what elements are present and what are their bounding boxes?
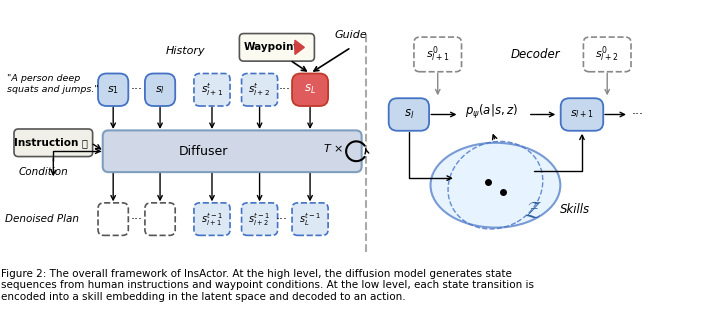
Text: ···: ···: [279, 83, 291, 96]
Text: Skills: Skills: [560, 203, 590, 216]
Text: $s^0_{l+1}$: $s^0_{l+1}$: [426, 44, 450, 64]
Text: Waypoint: Waypoint: [243, 42, 299, 52]
FancyBboxPatch shape: [560, 98, 603, 131]
Text: ···: ···: [631, 108, 644, 121]
FancyBboxPatch shape: [389, 98, 429, 131]
Text: $s^{t-1}_{L}$: $s^{t-1}_{L}$: [299, 211, 321, 228]
Text: $s_L$: $s_L$: [304, 83, 316, 96]
Text: $s_l$: $s_l$: [404, 108, 414, 121]
Text: Guide: Guide: [334, 30, 368, 40]
FancyBboxPatch shape: [103, 130, 362, 172]
Text: $s^0_{l+2}$: $s^0_{l+2}$: [595, 44, 619, 64]
Text: Decoder: Decoder: [510, 48, 560, 61]
Text: $s^{t-1}_{l+2}$: $s^{t-1}_{l+2}$: [248, 211, 271, 228]
FancyBboxPatch shape: [98, 73, 128, 106]
FancyBboxPatch shape: [98, 203, 128, 235]
Text: $s^t_{l+1}$: $s^t_{l+1}$: [201, 81, 223, 98]
Text: $p_\psi(a|s,z)$: $p_\psi(a|s,z)$: [466, 103, 518, 121]
FancyBboxPatch shape: [194, 73, 230, 106]
FancyBboxPatch shape: [14, 129, 93, 156]
Polygon shape: [295, 40, 304, 54]
FancyBboxPatch shape: [584, 37, 631, 72]
FancyBboxPatch shape: [145, 203, 175, 235]
Text: ···: ···: [275, 213, 287, 225]
FancyBboxPatch shape: [145, 73, 175, 106]
Text: History: History: [166, 46, 205, 56]
Text: $s_l$: $s_l$: [155, 84, 165, 96]
Text: $s^t_{l+2}$: $s^t_{l+2}$: [248, 81, 271, 98]
Text: "A person deep
squats and jumps.": "A person deep squats and jumps.": [7, 74, 99, 94]
Text: ···: ···: [130, 213, 143, 225]
FancyBboxPatch shape: [292, 203, 328, 235]
Text: 🎤: 🎤: [81, 138, 88, 148]
Text: Diffuser: Diffuser: [179, 145, 228, 158]
Text: Denoised Plan: Denoised Plan: [5, 214, 79, 224]
Text: $s^{t-1}_{l+1}$: $s^{t-1}_{l+1}$: [201, 211, 223, 228]
FancyBboxPatch shape: [242, 73, 277, 106]
FancyBboxPatch shape: [414, 37, 461, 72]
Text: Instruction: Instruction: [14, 138, 78, 148]
Text: $s_1$: $s_1$: [107, 84, 119, 96]
Text: $T$ ×: $T$ ×: [323, 142, 343, 155]
Text: $\mathcal{Z}$: $\mathcal{Z}$: [524, 200, 542, 220]
Text: Condition: Condition: [18, 167, 68, 178]
FancyBboxPatch shape: [292, 73, 328, 106]
Text: ···: ···: [130, 83, 143, 96]
FancyBboxPatch shape: [242, 203, 277, 235]
Ellipse shape: [431, 143, 560, 228]
Text: Figure 2: The overall framework of InsActor. At the high level, the diffusion mo: Figure 2: The overall framework of InsAc…: [1, 269, 534, 302]
FancyBboxPatch shape: [194, 203, 230, 235]
Text: $s_{l+1}$: $s_{l+1}$: [570, 109, 594, 120]
FancyBboxPatch shape: [240, 34, 314, 61]
